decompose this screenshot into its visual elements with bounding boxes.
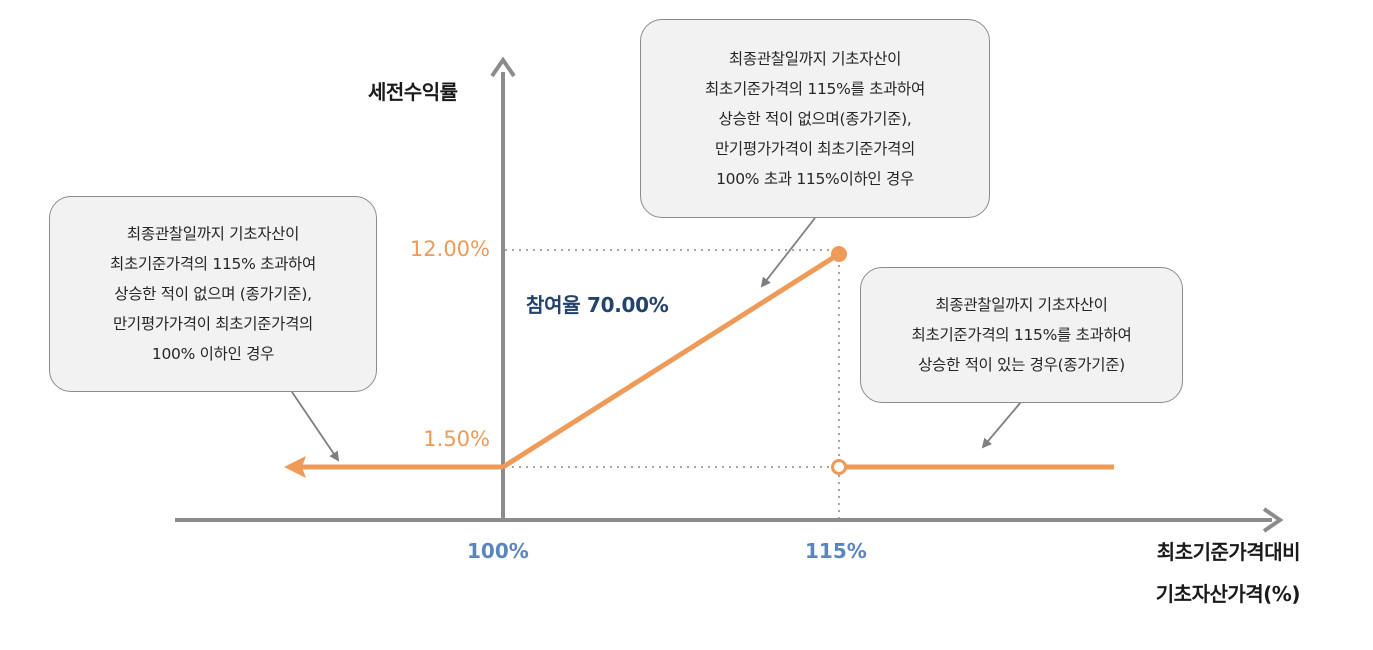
x-axis — [175, 507, 1284, 533]
y-tick-1-5pct: 1.50% — [423, 427, 490, 451]
x-axis-title-line1: 최초기준가격대비 — [1156, 540, 1301, 564]
x-tick-115: 115% — [805, 539, 867, 563]
callout-line: 최초기준가격의 115%를 초과하여 — [911, 326, 1132, 344]
callout-line: 최초기준가격의 115% 초과하여 — [110, 255, 316, 273]
callout-line: 상승한 적이 있는 경우(종가기준) — [918, 356, 1125, 374]
y-axis-title: 세전수익률 — [368, 80, 458, 104]
callout-participation-range: 최종관찰일까지 기초자산이 최초기준가격의 115%를 초과하여 상승한 적이 … — [640, 19, 990, 218]
callout-pointers — [291, 217, 1022, 462]
callout-line: 100% 초과 115%이하인 경우 — [716, 169, 914, 188]
pointer-left — [291, 391, 340, 462]
y-axis — [490, 56, 516, 522]
callout-below-100: 최종관찰일까지 기초자산이 최초기준가격의 115% 초과하여 상승한 적이 없… — [49, 196, 377, 392]
callout-knockout: 최종관찰일까지 기초자산이 최초기준가격의 115%를 초과하여 상승한 적이 … — [860, 267, 1183, 403]
pointer-top — [760, 217, 816, 288]
y-axis-arrow-icon — [490, 56, 516, 78]
x-tick-100: 100% — [467, 539, 529, 563]
closed-dot-12pct — [831, 246, 847, 262]
guide-lines — [505, 249, 840, 518]
payoff-left-arrow-icon — [284, 456, 306, 478]
x-axis-title-line2: 기초자산가격(%) — [1155, 582, 1301, 606]
callout-line: 100% 이하인 경우 — [151, 345, 275, 363]
callout-line: 최종관찰일까지 기초자산이 — [935, 296, 1108, 314]
callout-line: 최종관찰일까지 기초자산이 — [728, 49, 902, 68]
callout-line: 만기평가가격이 최초기준가격의 — [714, 139, 916, 158]
callout-line: 최종관찰일까지 기초자산이 — [126, 225, 300, 243]
participation-rate-label: 참여율 70.00% — [526, 293, 669, 317]
callout-line: 만기평가가격이 최초기준가격의 — [112, 315, 314, 333]
payoff-participation-slope — [501, 251, 841, 470]
y-tick-12pct: 12.00% — [409, 237, 490, 261]
pointer-right — [981, 401, 1022, 449]
callout-line: 최초기준가격의 115%를 초과하여 — [705, 79, 925, 98]
callout-line: 상승한 적이 없으며(종가기준), — [718, 109, 912, 128]
open-dot-115 — [831, 459, 847, 475]
callout-line: 상승한 적이 없으며 (종가기준), — [114, 285, 312, 303]
x-axis-arrow-icon — [1262, 507, 1284, 533]
payoff-lines — [284, 251, 1114, 478]
